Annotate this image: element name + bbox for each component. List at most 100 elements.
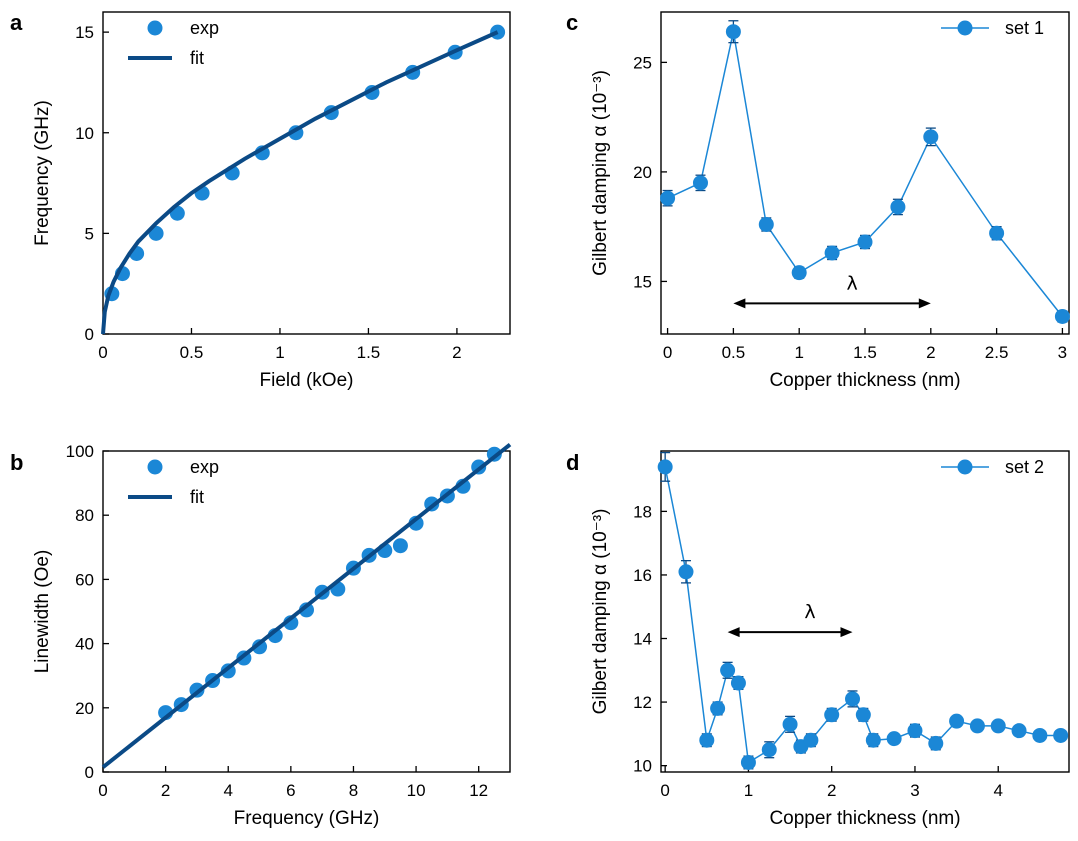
x-tick-label: 1	[275, 343, 284, 362]
data-point	[845, 691, 861, 707]
x-tick-label: 4	[993, 781, 1002, 800]
x-tick-label: 1	[744, 781, 753, 800]
data-point	[890, 199, 906, 215]
x-axis-label: Copper thickness (nm)	[769, 370, 960, 391]
x-tick-label: 0.5	[722, 343, 746, 362]
y-tick-label: 15	[75, 23, 94, 42]
legend-label: exp	[190, 18, 219, 38]
y-tick-label: 40	[75, 635, 94, 654]
lambda-arrow-head-left	[733, 298, 746, 309]
y-tick-label: 25	[633, 53, 652, 72]
legend-label: fit	[190, 48, 204, 68]
data-point	[907, 723, 923, 739]
x-tick-label: 1.5	[853, 343, 877, 362]
x-tick-label: 0	[663, 343, 672, 362]
y-tick-label: 10	[75, 124, 94, 143]
fit-line	[101, 30, 499, 335]
data-point	[824, 707, 840, 723]
data-point	[1053, 727, 1069, 743]
x-tick-label: 0	[98, 781, 107, 800]
data-point	[660, 190, 676, 206]
y-tick-label: 80	[75, 506, 94, 525]
x-tick-label: 2	[827, 781, 836, 800]
x-tick-label: 12	[469, 781, 488, 800]
legend-marker	[147, 459, 163, 475]
data-point	[989, 225, 1005, 241]
data-point	[252, 639, 268, 655]
x-tick-label: 10	[407, 781, 426, 800]
data-point	[720, 662, 736, 678]
y-axis-label: Gilbert damping α (10⁻³)	[590, 70, 611, 276]
legend-label: fit	[190, 487, 204, 507]
x-tick-label: 4	[223, 781, 232, 800]
panel-label: c	[566, 10, 578, 35]
y-axis-label: Linewidth (Oe)	[32, 550, 53, 674]
data-point	[865, 732, 881, 748]
panel-label: b	[10, 450, 23, 475]
y-tick-label: 20	[75, 699, 94, 718]
data-point	[710, 700, 726, 716]
data-point	[699, 732, 715, 748]
y-tick-label: 15	[633, 272, 652, 291]
data-point	[761, 742, 777, 758]
plot-frame	[660, 11, 1070, 335]
data-point	[1054, 308, 1070, 324]
lambda-label: λ	[846, 272, 857, 294]
data-point	[803, 732, 819, 748]
data-point	[740, 754, 756, 770]
data-point	[923, 129, 939, 145]
y-tick-label: 20	[633, 163, 652, 182]
data-point	[855, 707, 871, 723]
legend-label: set 2	[1005, 457, 1044, 477]
x-tick-label: 3	[910, 781, 919, 800]
data-point	[928, 735, 944, 751]
data-point	[299, 602, 314, 618]
y-tick-label: 60	[75, 570, 94, 589]
x-tick-label: 6	[286, 781, 295, 800]
x-tick-label: 2	[161, 781, 170, 800]
x-tick-label: 1	[794, 343, 803, 362]
panel-c: 0 0.5 1 1.5 2 2.5 3 15 20 25 Copper thickness (nm)…	[566, 10, 1070, 391]
data-point	[1011, 723, 1027, 739]
plot-frame	[102, 11, 511, 335]
y-tick-label: 0	[85, 325, 94, 344]
data-point	[730, 675, 746, 691]
y-tick-label: 14	[633, 630, 652, 649]
series-line	[667, 31, 1064, 317]
data-point	[886, 731, 902, 747]
plot-frame	[102, 450, 511, 773]
x-tick-label: 3	[1058, 343, 1067, 362]
data-point	[791, 265, 807, 281]
legend-label: set 1	[1005, 18, 1044, 38]
y-tick-label: 16	[633, 566, 652, 585]
panel-b: 0 2 4 6 8 10 12 0 20 40 60 80 100 Frequency (GHz) Line…	[10, 442, 512, 829]
x-tick-label: 0	[660, 781, 669, 800]
data-point	[657, 459, 673, 475]
y-tick-label: 18	[633, 502, 652, 521]
panel-label: a	[10, 10, 23, 35]
data-point	[725, 24, 741, 40]
x-tick-label: 2	[926, 343, 935, 362]
data-point	[758, 216, 774, 232]
y-axis-label: Frequency (GHz)	[32, 100, 53, 246]
plot-frame	[660, 450, 1070, 773]
y-tick-label: 0	[85, 763, 94, 782]
data-point	[949, 713, 965, 729]
x-axis-label: Field (kOe)	[260, 370, 354, 391]
data-point	[782, 716, 798, 732]
x-tick-label: 2	[452, 343, 461, 362]
data-point	[990, 718, 1006, 734]
data-point	[692, 175, 708, 191]
data-point	[1032, 727, 1048, 743]
lambda-arrow-head-right	[840, 627, 853, 638]
y-tick-label: 12	[633, 693, 652, 712]
data-point	[969, 718, 985, 734]
y-axis-label: Gilbert damping α (10⁻³)	[590, 509, 611, 715]
lambda-arrow-head-left	[727, 627, 740, 638]
x-axis-label: Frequency (GHz)	[234, 808, 380, 829]
legend-label: exp	[190, 457, 219, 477]
data-point	[678, 564, 694, 580]
y-tick-label: 100	[66, 442, 94, 461]
